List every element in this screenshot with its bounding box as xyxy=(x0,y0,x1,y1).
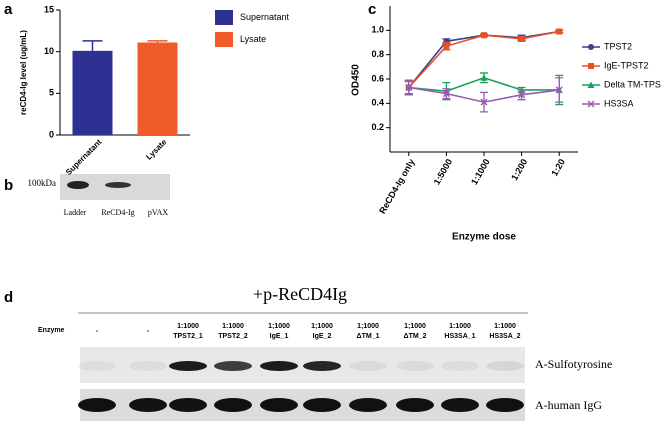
lane-dose: - xyxy=(147,328,150,335)
band xyxy=(78,398,116,412)
x-tick-label: Supernatant xyxy=(64,137,104,177)
band xyxy=(303,398,341,412)
legend-marker xyxy=(587,100,595,108)
band xyxy=(129,398,167,412)
y-axis-label: OD450 xyxy=(351,64,362,96)
panel-letter: c xyxy=(368,1,376,18)
legend-label: Lysate xyxy=(240,34,266,44)
band xyxy=(260,398,298,412)
legend-marker xyxy=(587,81,595,88)
band xyxy=(441,398,479,412)
lane-dose: 1:1000 xyxy=(494,323,516,330)
point xyxy=(405,83,413,92)
y-tick-label: 0 xyxy=(49,129,54,139)
y-tick-label: 10 xyxy=(44,46,54,56)
band xyxy=(486,361,524,371)
band xyxy=(169,361,207,371)
lane-label: Ladder xyxy=(64,208,87,217)
band xyxy=(67,181,89,189)
band xyxy=(349,361,387,371)
lane-name: ΔTM_2 xyxy=(404,333,427,340)
legend-label: Delta TM-TPST2 xyxy=(604,79,661,89)
lane-name: ΔTM_1 xyxy=(357,333,380,340)
lane-dose: 1:1000 xyxy=(222,323,244,330)
y-tick-label: 0.2 xyxy=(371,122,384,132)
point xyxy=(556,28,563,35)
bar xyxy=(137,42,178,135)
panel-letter: d xyxy=(4,289,13,306)
point xyxy=(555,86,563,94)
band xyxy=(349,398,387,412)
y-tick-label: 1.0 xyxy=(371,25,384,35)
lane-dose: 1;1000 xyxy=(404,323,426,330)
band xyxy=(214,398,252,412)
lane-dose: 1;1000 xyxy=(268,323,290,330)
y-tick-label: 15 xyxy=(44,4,54,14)
point xyxy=(518,35,525,42)
x-axis-label: Enzyme dose xyxy=(452,232,516,243)
point xyxy=(443,43,450,50)
lane-label: ReCD4-Ig xyxy=(101,208,134,217)
lane-dose: - xyxy=(96,328,99,335)
panel-letter: a xyxy=(4,1,13,18)
legend-marker xyxy=(588,63,594,69)
error-bar xyxy=(82,40,103,51)
band xyxy=(441,361,479,371)
legend-swatch xyxy=(215,10,233,25)
lane-name: HS3SA_1 xyxy=(444,333,475,340)
x-tick-label: 1:1000 xyxy=(469,157,492,186)
band xyxy=(303,361,341,371)
point xyxy=(480,74,488,81)
lane-dose: 1;1000 xyxy=(357,323,379,330)
y-axis-label: reCD4-Ig level (ug/mL) xyxy=(19,30,28,115)
marker-label: 100kDa xyxy=(28,178,57,188)
band xyxy=(486,398,524,412)
legend-label: IgE-TPST2 xyxy=(604,60,649,70)
y-tick-label: 5 xyxy=(49,88,54,98)
lane-label: pVAX xyxy=(148,208,169,217)
y-tick-label: 0.6 xyxy=(371,73,384,83)
x-tick-label: 1:200 xyxy=(509,157,529,182)
lane-name: IgE_1 xyxy=(270,333,289,340)
bar xyxy=(72,50,113,136)
lane-name: TPST2_2 xyxy=(218,333,248,340)
band xyxy=(260,361,298,371)
blot-title: +p-ReCD4Ig xyxy=(253,284,347,304)
row-label: Enzyme xyxy=(38,327,65,334)
band xyxy=(396,361,434,371)
point xyxy=(480,98,488,106)
point xyxy=(481,32,487,39)
point xyxy=(442,90,450,98)
lane-name: HS3SA_2 xyxy=(489,333,520,340)
blot-label: A-human IgG xyxy=(535,398,602,412)
legend-marker xyxy=(588,44,594,50)
lane-name: TPST2_1 xyxy=(173,333,203,340)
x-tick-label: ReCD4-Ig only xyxy=(377,157,416,215)
point xyxy=(518,91,526,99)
blot xyxy=(80,347,525,383)
lane-dose: 1:1000 xyxy=(177,323,199,330)
band xyxy=(129,361,167,371)
error-bar xyxy=(147,40,168,43)
legend-label: Supernatant xyxy=(240,12,290,22)
y-tick-label: 0.8 xyxy=(371,49,384,59)
x-tick-label: 1:20 xyxy=(549,157,567,178)
legend-label: HS3SA xyxy=(604,98,634,108)
lane-name: IgE_2 xyxy=(313,333,332,340)
x-tick-label: 1:5000 xyxy=(432,157,455,186)
lane-dose: 1;1000 xyxy=(311,323,333,330)
panel-letter: b xyxy=(4,177,13,194)
band xyxy=(105,182,131,188)
blot-label: A-Sulfotyrosine xyxy=(535,357,612,371)
x-tick-label: Lysate xyxy=(144,137,168,161)
legend-swatch xyxy=(215,32,233,47)
lane-dose: 1:1000 xyxy=(449,323,471,330)
band xyxy=(214,361,252,371)
band xyxy=(169,398,207,412)
y-tick-label: 0.4 xyxy=(371,98,384,108)
legend-label: TPST2 xyxy=(604,41,632,51)
band xyxy=(396,398,434,412)
band xyxy=(78,361,116,371)
